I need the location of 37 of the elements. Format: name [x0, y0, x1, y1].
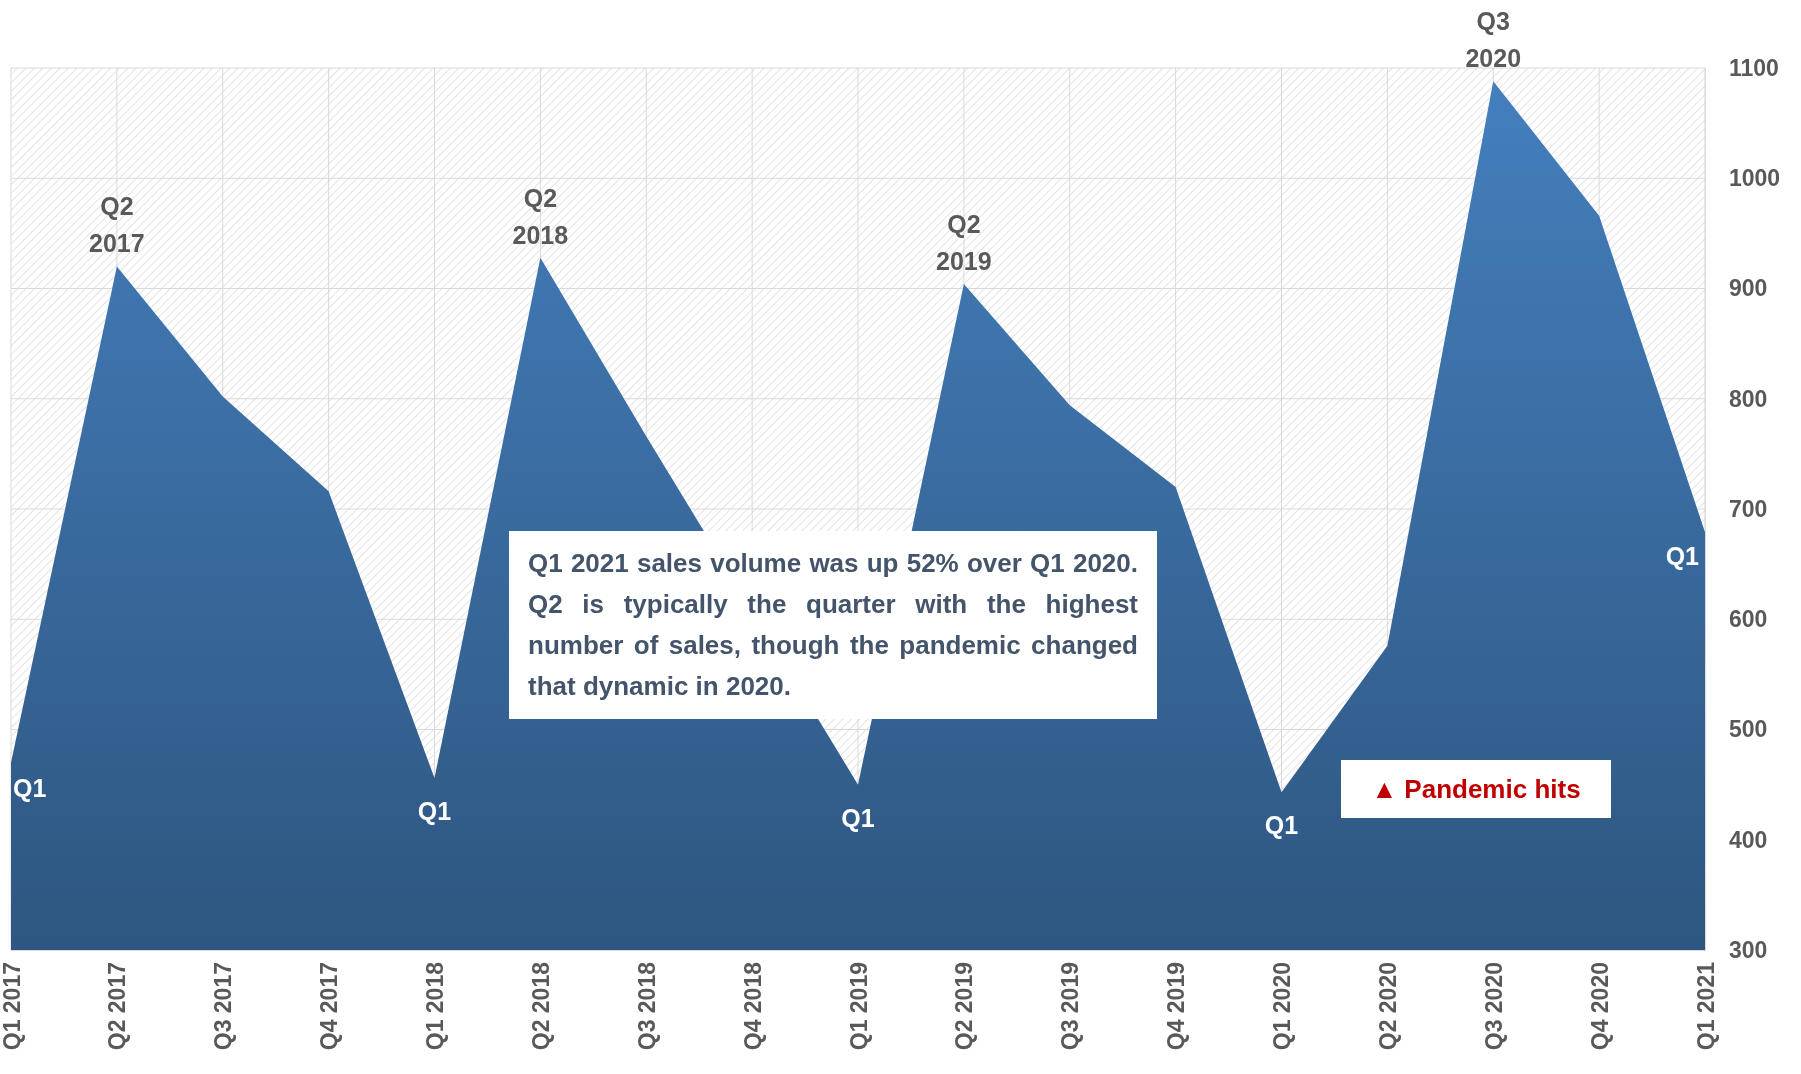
annotation: Q1	[1665, 542, 1700, 571]
annotation: Q2 2018	[512, 183, 569, 249]
x-tick-label: Q1 2021	[1692, 961, 1719, 1051]
x-tick-label: Q3 2020	[1480, 962, 1507, 1051]
y-tick-label: 1000	[1729, 165, 1781, 192]
x-tick-label: Q3 2017	[210, 962, 237, 1051]
x-tick-label: Q1 2018	[422, 961, 449, 1051]
x-tick-label: Q3 2019	[1057, 962, 1084, 1051]
x-tick-label: Q4 2017	[316, 962, 343, 1051]
annotation: Q3 2020	[1465, 7, 1522, 73]
x-tick-label: Q1 2017	[0, 962, 25, 1051]
y-tick-label: 300	[1729, 936, 1768, 963]
y-tick-label: 600	[1729, 606, 1768, 633]
annotation: Q1 2021 sales volume was up 52% over Q1 2020. Q2 is typically the quarter with the highest number of sales, though the pandemic changed that dynamic in 2020.	[509, 531, 1157, 719]
x-tick-label: Q2 2020	[1374, 962, 1401, 1051]
y-tick-label: 900	[1729, 275, 1768, 302]
x-tick-label: Q2 2019	[951, 962, 978, 1051]
y-tick-label: 400	[1729, 826, 1768, 853]
annotation: ▲ Pandemic hits	[1341, 760, 1611, 818]
annotation: Q2 2019	[936, 210, 992, 276]
x-tick-label: Q4 2019	[1163, 962, 1190, 1051]
x-tick-label: Q4 2018	[739, 961, 766, 1051]
x-tick-label: Q1 2020	[1269, 962, 1296, 1051]
x-tick-label: Q3 2018	[633, 961, 660, 1051]
y-tick-label: 500	[1729, 716, 1768, 743]
x-tick-label: Q1 2019	[845, 962, 872, 1051]
x-tick-label: Q2 2018	[527, 961, 554, 1051]
x-tick-label: Q4 2020	[1586, 962, 1613, 1051]
annotation: Q1	[13, 773, 47, 802]
annotation: Q1	[1264, 811, 1299, 840]
annotation: Q2 2017	[89, 192, 145, 258]
y-tick-label: 700	[1729, 495, 1768, 522]
y-tick-label: 800	[1729, 385, 1768, 412]
y-tick-label: 1100	[1729, 54, 1779, 81]
annotation: Q1	[417, 797, 452, 826]
x-tick-label: Q2 2017	[104, 962, 131, 1051]
annotation: Q1	[841, 803, 875, 832]
